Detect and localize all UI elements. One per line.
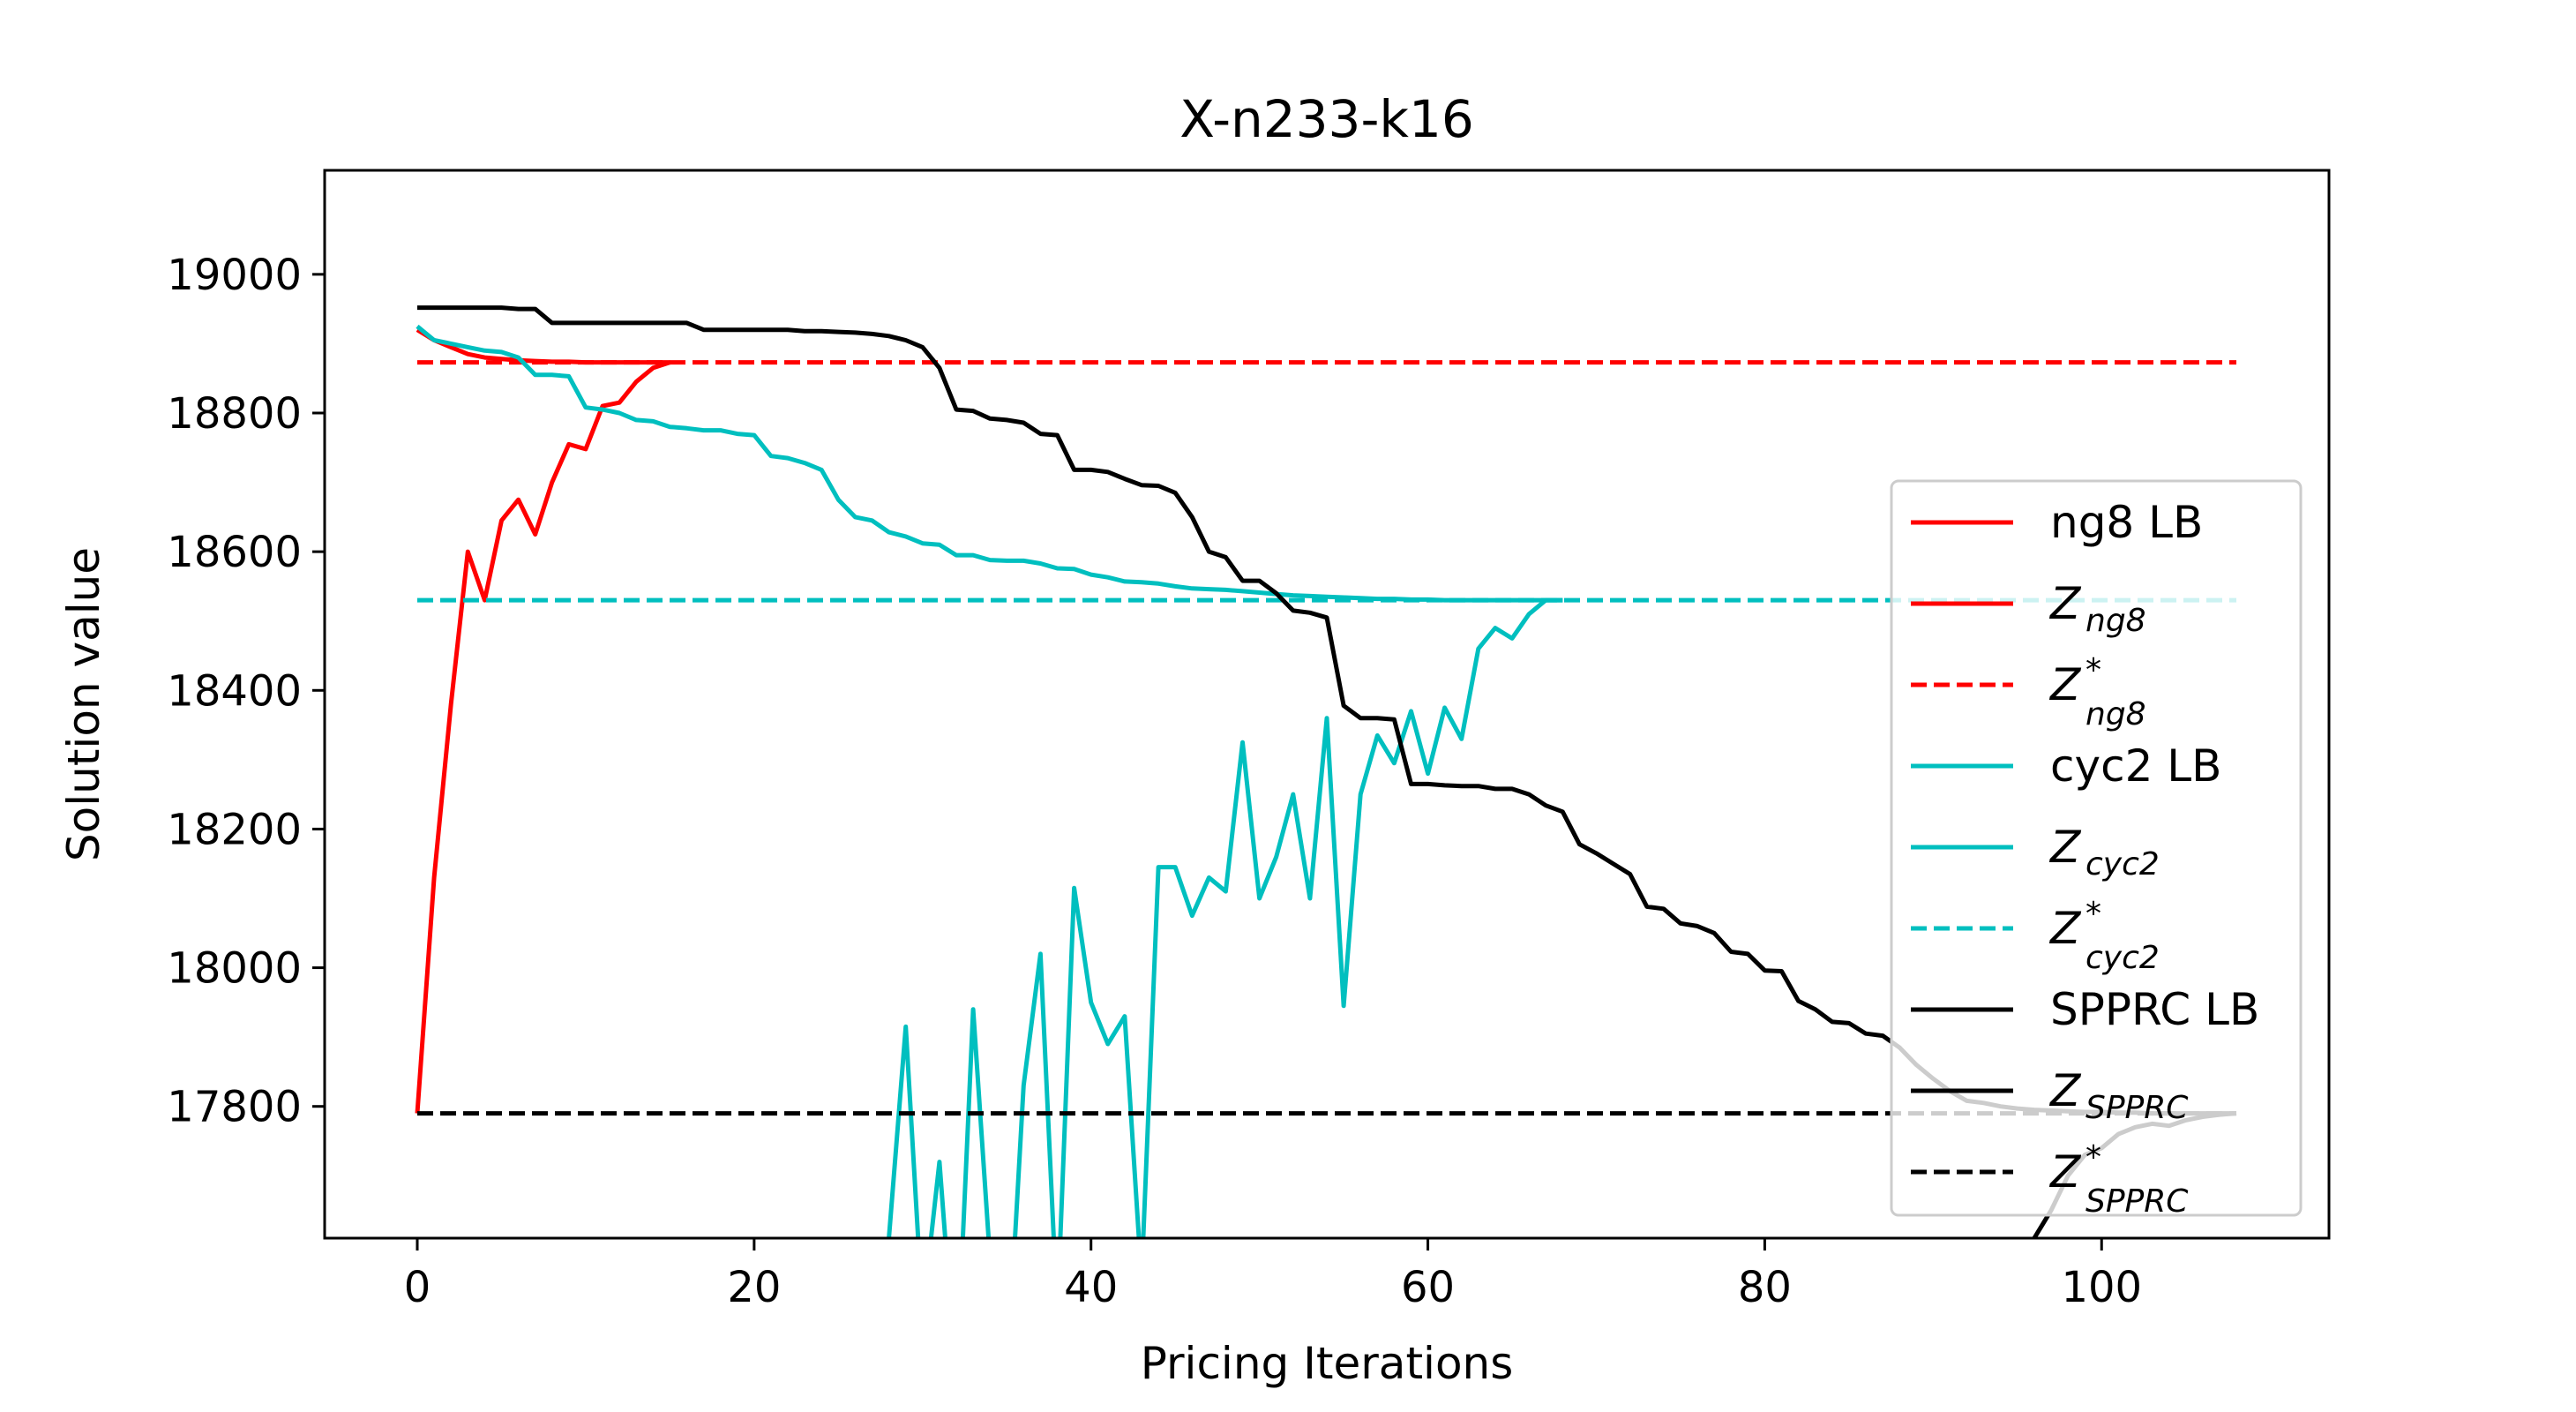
legend-box (1890, 479, 2303, 1217)
x-tick-label: 20 (727, 1263, 781, 1312)
x-tick-label: 40 (1064, 1263, 1118, 1312)
legend-label: cyc2 LB (2050, 740, 2221, 792)
x-tick-label: 60 (1401, 1263, 1455, 1312)
x-axis: 0 20 40 60 80 100 (404, 1238, 2142, 1312)
y-tick-label: 18800 (167, 389, 302, 439)
y-tick-label: 17800 (167, 1083, 302, 1132)
legend: ng8 LB Z ng8 Z * ng8 cyc2 LB Z cyc2 Z * cyc2 SPPRC L… (1890, 479, 2303, 1220)
x-axis-label: Pricing Iterations (1141, 1338, 1514, 1389)
y-axis: 17800 18000 18200 18400 18600 18800 19000 (167, 251, 325, 1132)
chart-title: X-n233-k16 (1179, 89, 1474, 149)
y-axis-label: Solution value (58, 547, 109, 861)
y-tick-label: 18600 (167, 528, 302, 577)
plot-frame (323, 169, 2331, 1240)
y-tick-label: 18000 (167, 944, 302, 994)
y-tick-label: 18200 (167, 805, 302, 854)
legend-label: Z * ng8 (2048, 652, 2146, 732)
legend-label: Z * cyc2 (2048, 896, 2160, 976)
series-line-3 (887, 597, 1563, 1238)
x-tick-label: 0 (404, 1263, 431, 1312)
x-tick-label: 80 (1738, 1263, 1792, 1312)
legend-label: SPPRC LB (2050, 984, 2259, 1035)
series-line-0 (415, 360, 671, 1114)
legend-label: Z * SPPRC (2048, 1139, 2189, 1220)
legend-label: ng8 LB (2050, 497, 2203, 548)
legend-label: Z SPPRC (2048, 1065, 2189, 1126)
y-tick-label: 18400 (167, 666, 302, 716)
x-tick-label: 100 (2061, 1263, 2142, 1312)
y-tick-label: 19000 (167, 251, 302, 300)
